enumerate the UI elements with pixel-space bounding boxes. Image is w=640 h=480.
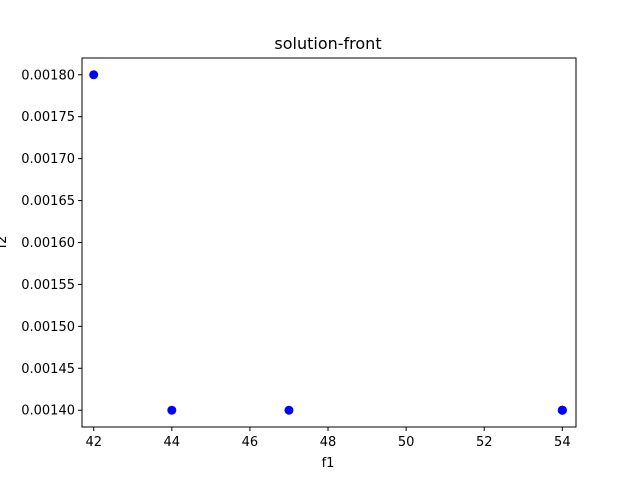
data-point (89, 70, 99, 80)
y-tick-label: 0.00145 (21, 362, 75, 377)
x-tick-label: 54 (554, 435, 571, 450)
x-tick-label: 50 (398, 435, 415, 450)
data-point (167, 405, 177, 415)
y-tick-label: 0.00155 (21, 278, 75, 293)
y-tick-label: 0.00165 (21, 194, 75, 209)
chart-title: solution-front (274, 34, 381, 53)
x-tick-label: 44 (164, 435, 181, 450)
y-tick-label: 0.00160 (21, 236, 75, 251)
data-point (557, 405, 567, 415)
y-axis-label: f2 (0, 236, 10, 249)
x-tick-label: 46 (242, 435, 259, 450)
y-tick-label: 0.00150 (21, 320, 75, 335)
y-tick-label: 0.00170 (21, 152, 75, 167)
y-tick-label: 0.00175 (21, 110, 75, 125)
y-axis-ticks: 0.00140 0.00145 0.00150 0.00155 0.00160 0.001… (21, 68, 82, 419)
y-tick-label: 0.00140 (21, 404, 75, 419)
x-axis-label: f1 (322, 456, 335, 471)
y-tick-label: 0.00180 (21, 68, 75, 83)
x-tick-label: 42 (85, 435, 102, 450)
data-point (284, 405, 294, 415)
plot-area-frame (81, 57, 577, 428)
x-tick-label: 48 (320, 435, 337, 450)
x-axis-ticks: 42 44 46 48 50 52 54 (85, 427, 571, 450)
x-tick-label: 52 (476, 435, 493, 450)
data-points (89, 70, 567, 415)
